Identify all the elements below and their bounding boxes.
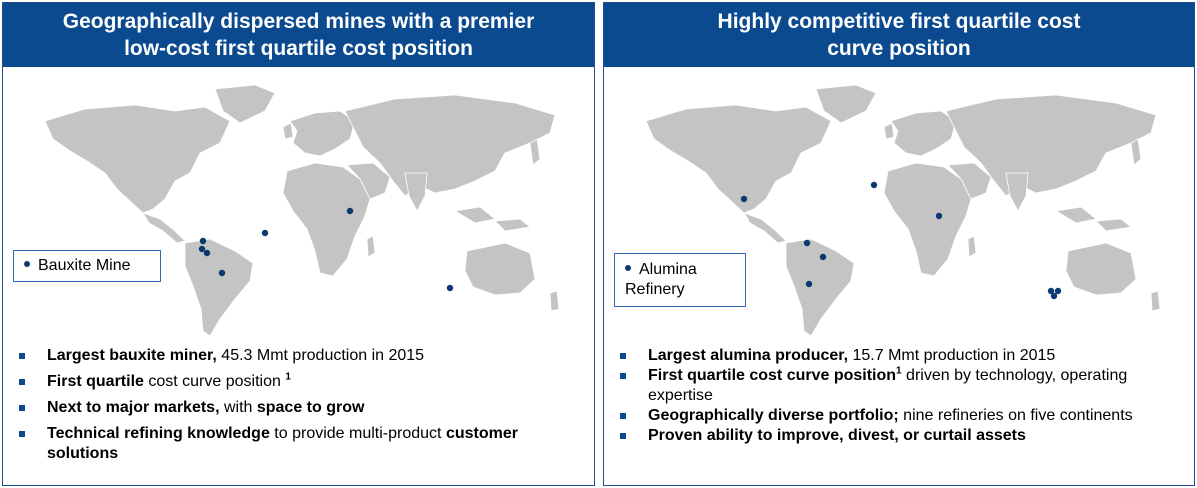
map-marker: [1047, 287, 1055, 295]
bullet-text: with: [219, 399, 257, 416]
bullet-square-icon: [620, 353, 626, 359]
refinery-markers: [740, 181, 1062, 300]
bullet-item: Largest bauxite miner, 45.3 Mmt producti…: [19, 346, 584, 366]
bullet-square-icon: [19, 405, 25, 411]
bullet-text: to provide multi-product: [269, 425, 446, 442]
bullet-bold: customer solutions: [47, 425, 518, 462]
bullet-bold: Proven ability to improve, divest, or cu…: [648, 427, 1026, 444]
bauxite-markers: [198, 207, 454, 292]
legend-dot-icon: [625, 264, 631, 271]
bullet-square-icon: [620, 413, 626, 419]
map-marker: [870, 181, 878, 189]
footnote-marker: 1: [285, 371, 291, 383]
bullet-item: Largest alumina producer, 15.7 Mmt produ…: [620, 346, 1184, 366]
bullet-item: First quartile cost curve position 1: [19, 372, 584, 392]
bullet-item: Geographically diverse portfolio; nine r…: [620, 406, 1184, 426]
bullet-bold: Technical refining knowledge: [47, 425, 270, 442]
map-marker: [935, 212, 943, 220]
bullet-text: cost curve position: [143, 373, 286, 390]
world-map: [44, 84, 560, 337]
bullet-bold: First quartile: [47, 373, 144, 390]
bullet-bold: Largest alumina producer,: [648, 347, 849, 364]
bullet-square-icon: [19, 353, 25, 359]
map-marker: [819, 253, 827, 261]
bullet-text: 45.3 Mmt production in 2015: [216, 347, 425, 364]
map-marker: [198, 245, 206, 253]
map-marker: [218, 269, 226, 277]
header-title-line2: curve position: [827, 37, 971, 60]
map-marker: [446, 284, 454, 292]
map-marker: [346, 207, 354, 215]
bullet-bold: Geographically diverse portfolio;: [648, 407, 899, 424]
header-title-line1: Highly competitive first quartile cost: [717, 10, 1081, 33]
footnote-marker: 1: [896, 365, 902, 377]
bauxite-panel-header: Geographically dispersed mines with a pr…: [3, 3, 594, 67]
map-marker: [1050, 292, 1058, 300]
bauxite-panel: Geographically dispersed mines with a pr…: [2, 2, 595, 486]
bullet-bold: Next to major markets,: [47, 399, 220, 416]
legend-label: Bauxite Mine: [38, 257, 131, 274]
bauxite-bullet-list: Largest bauxite miner, 45.3 Mmt producti…: [19, 346, 584, 470]
bullet-square-icon: [19, 431, 25, 437]
bullet-square-icon: [620, 433, 626, 439]
map-legend: Alumina Refinery: [614, 253, 746, 307]
map-marker: [1054, 287, 1062, 295]
header-title-line1: Geographically dispersed mines with a pr…: [62, 10, 535, 33]
map-marker: [805, 280, 813, 288]
map-marker: [740, 195, 748, 203]
bullet-item: Technical refining knowledge to provide …: [19, 424, 584, 464]
alumina-panel: Highly competitive first quartile cost c…: [603, 2, 1195, 486]
bullet-text: driven by technology, operating expertis…: [648, 367, 1128, 404]
bullet-bold: space to grow: [256, 399, 365, 416]
bullet-text: 15.7 Mmt production in 2015: [848, 347, 1056, 364]
header-title-line2: low-cost first quartile cost position: [124, 37, 473, 60]
alumina-bullet-list: Largest alumina producer, 15.7 Mmt produ…: [620, 346, 1184, 446]
map-legend: Bauxite Mine: [13, 250, 161, 282]
bullet-bold: Largest bauxite miner,: [47, 347, 217, 364]
bullet-item: First quartile cost curve position1 driv…: [620, 366, 1184, 406]
alumina-panel-header: Highly competitive first quartile cost c…: [604, 3, 1194, 67]
bullet-square-icon: [620, 373, 626, 379]
bullet-item: Proven ability to improve, divest, or cu…: [620, 426, 1184, 446]
bullet-text: nine refineries on five continents: [898, 407, 1133, 424]
map-marker: [199, 237, 207, 245]
map-marker: [803, 239, 811, 247]
map-marker: [203, 249, 211, 257]
legend-label: Alumina Refinery: [625, 261, 697, 298]
bullet-bold: First quartile cost curve position: [648, 367, 897, 384]
map-marker: [261, 229, 269, 237]
world-map: [645, 84, 1161, 337]
bullet-square-icon: [19, 379, 25, 385]
legend-dot-icon: [24, 260, 30, 267]
bullet-item: Next to major markets, with space to gro…: [19, 398, 584, 418]
